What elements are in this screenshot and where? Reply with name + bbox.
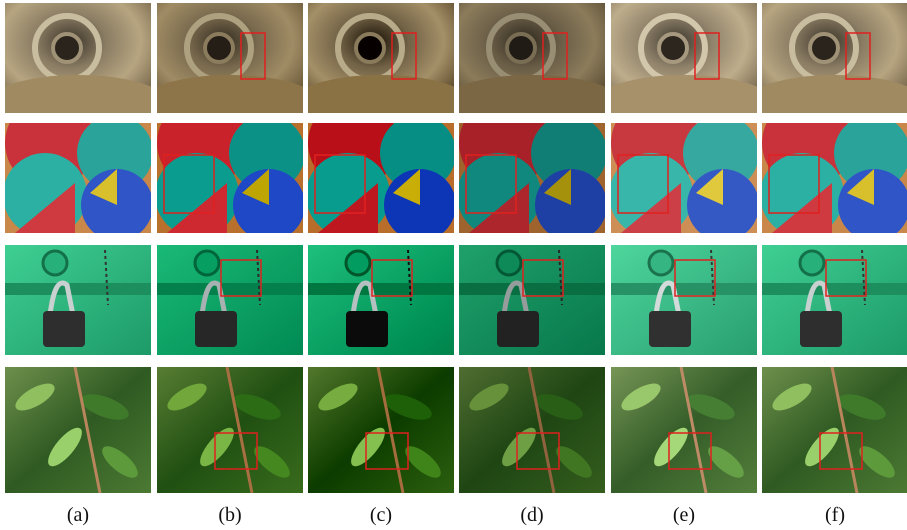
image-tile	[609, 98, 759, 241]
image-tile	[611, 245, 757, 355]
image-grid	[0, 3, 907, 493]
image-tile	[306, 98, 456, 241]
image-tile	[157, 367, 303, 493]
column-label: (b)	[218, 504, 241, 526]
column-label: (a)	[67, 504, 89, 526]
image-tile	[157, 245, 303, 355]
image-tile	[611, 367, 757, 493]
image-tile	[459, 367, 605, 493]
image-tile	[0, 3, 168, 131]
image-tile	[442, 3, 622, 131]
image-tile	[762, 367, 907, 493]
column-label: (e)	[673, 504, 695, 526]
image-tile	[459, 245, 605, 355]
image-tile	[155, 98, 305, 241]
image-tile	[594, 3, 774, 131]
image-tile	[308, 367, 454, 493]
image-tile	[3, 98, 153, 241]
image-tile	[745, 3, 907, 131]
image-tile	[140, 3, 320, 131]
figure: (a) (b) (c) (d) (e) (f)	[0, 0, 907, 530]
column-labels: (a) (b) (c) (d) (e) (f)	[67, 504, 845, 526]
column-label: (d)	[520, 504, 543, 526]
image-tile	[760, 98, 907, 241]
image-tile	[5, 245, 151, 355]
column-label: (f)	[825, 504, 845, 526]
image-tile	[5, 367, 151, 493]
image-tile	[457, 98, 607, 241]
image-tile	[762, 245, 907, 355]
column-label: (c)	[370, 504, 392, 526]
image-tile	[308, 245, 454, 355]
image-tile	[291, 3, 471, 131]
